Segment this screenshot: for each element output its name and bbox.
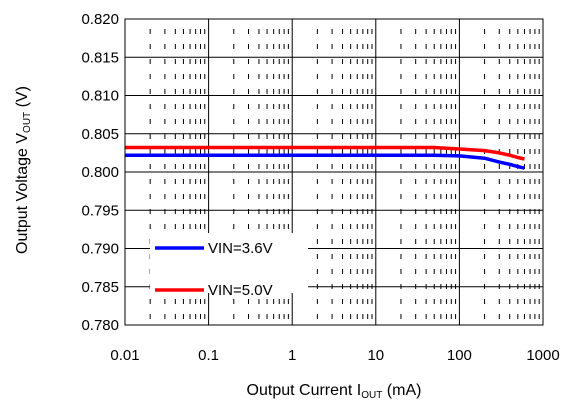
legend: VIN=3.6V VIN=5.0V [150, 233, 308, 299]
y-tick-label: 0.820 [81, 11, 119, 28]
x-tick-label: 0.1 [198, 347, 219, 364]
x-tick-label: 1 [288, 347, 296, 364]
series-line-vin-5-0v [125, 145, 525, 161]
x-tick-label: 100 [447, 347, 472, 364]
y-tick-label: 0.785 [81, 279, 119, 296]
y-tick-label: 0.780 [81, 317, 119, 334]
x-axis-title: Output Current IOUT (mA) [247, 382, 422, 401]
legend-label-vin-3-6v: VIN=3.6V [208, 240, 273, 257]
legend-label-vin-5-0v: VIN=5.0V [208, 282, 273, 299]
y-tick-label: 0.800 [81, 164, 119, 181]
y-tick-label: 0.805 [81, 126, 119, 143]
x-tick-label: 10 [367, 347, 384, 364]
y-tick-label: 0.810 [81, 88, 119, 105]
legend-background [150, 233, 308, 293]
y-axis-title: Output Voltage VOUT (V) [14, 86, 33, 254]
x-tick-label: 0.01 [110, 347, 139, 364]
y-tick-label: 0.815 [81, 49, 119, 66]
plot-border [124, 18, 544, 326]
y-tick-label: 0.795 [81, 202, 119, 219]
series-line-vin-3-6v [125, 153, 525, 170]
x-tick-label: 1000 [526, 347, 559, 364]
series-layer [125, 145, 525, 170]
plot-frame [124, 18, 544, 326]
tick-labels: 0.780 0.785 0.790 0.795 0.800 0.805 0.810 0.815… [81, 11, 559, 364]
y-tick-label: 0.790 [81, 241, 119, 258]
